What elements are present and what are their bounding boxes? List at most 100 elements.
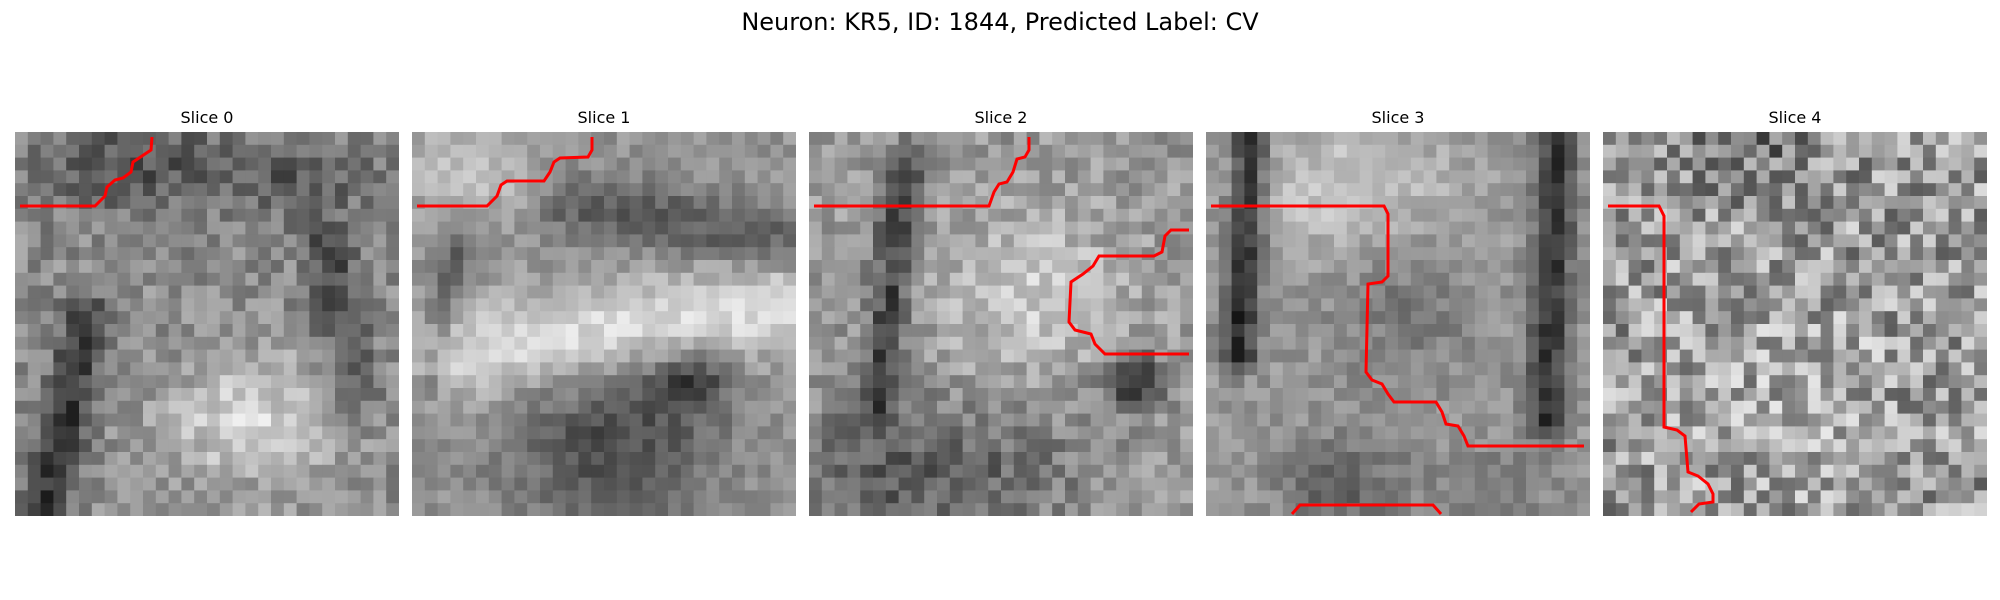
image-pixel	[540, 413, 554, 427]
image-pixel	[591, 426, 605, 440]
image-pixel	[1782, 196, 1796, 210]
image-pixel	[988, 324, 1002, 338]
image-pixel	[809, 503, 823, 516]
image-pixel	[66, 183, 80, 197]
image-pixel	[1321, 477, 1335, 491]
image-pixel	[1526, 503, 1540, 516]
image-pixel	[1897, 298, 1911, 312]
image-pixel	[911, 413, 925, 427]
image-pixel	[1769, 208, 1783, 222]
image-pixel	[527, 503, 541, 516]
image-pixel	[1884, 196, 1898, 210]
image-pixel	[1731, 208, 1745, 222]
image-pixel	[53, 247, 67, 261]
image-pixel	[1731, 490, 1745, 504]
image-pixel	[1859, 375, 1873, 389]
image-pixel	[680, 272, 694, 286]
image-pixel	[757, 234, 771, 248]
image-pixel	[1462, 388, 1476, 402]
image-pixel	[412, 413, 426, 427]
image-pixel	[245, 272, 259, 286]
image-pixel	[53, 426, 67, 440]
image-pixel	[1513, 426, 1527, 440]
image-pixel	[219, 183, 233, 197]
image-pixel	[732, 272, 746, 286]
image-pixel	[1910, 349, 1924, 363]
image-pixel	[706, 426, 720, 440]
image-pixel	[437, 336, 451, 350]
image-pixel	[809, 221, 823, 235]
image-pixel	[40, 132, 54, 146]
image-pixel	[1410, 221, 1424, 235]
image-pixel	[322, 311, 336, 325]
image-pixel	[629, 183, 643, 197]
image-pixel	[296, 196, 310, 210]
image-pixel	[1462, 464, 1476, 478]
image-pixel	[1769, 260, 1783, 274]
image-pixel	[373, 413, 387, 427]
image-pixel	[1436, 349, 1450, 363]
image-pixel	[1935, 311, 1949, 325]
image-pixel	[1692, 247, 1706, 261]
image-pixel	[1077, 336, 1091, 350]
image-pixel	[1935, 144, 1949, 158]
image-pixel	[1884, 221, 1898, 235]
image-pixel	[1782, 298, 1796, 312]
image-pixel	[219, 285, 233, 299]
image-pixel	[1231, 208, 1245, 222]
image-pixel	[1615, 298, 1629, 312]
image-pixel	[27, 426, 41, 440]
image-pixel	[1833, 208, 1847, 222]
image-pixel	[1039, 183, 1053, 197]
image-pixel	[949, 349, 963, 363]
image-pixel	[719, 503, 733, 516]
image-pixel	[540, 490, 554, 504]
image-pixel	[66, 208, 80, 222]
image-pixel	[1807, 208, 1821, 222]
image-pixel	[488, 388, 502, 402]
image-pixel	[552, 132, 566, 146]
image-pixel	[911, 362, 925, 376]
image-pixel	[552, 260, 566, 274]
image-pixel	[296, 285, 310, 299]
image-pixel	[1731, 413, 1745, 427]
image-pixel	[1167, 183, 1181, 197]
image-pixel	[885, 285, 899, 299]
image-pixel	[1398, 260, 1412, 274]
image-pixel	[719, 298, 733, 312]
image-pixel	[847, 490, 861, 504]
image-pixel	[949, 503, 963, 516]
image-pixel	[937, 247, 951, 261]
image-pixel	[860, 298, 874, 312]
image-pixel	[296, 503, 310, 516]
image-pixel	[488, 464, 502, 478]
image-pixel	[1218, 388, 1232, 402]
image-pixel	[1372, 477, 1386, 491]
image-pixel	[283, 132, 297, 146]
image-pixel	[1334, 170, 1348, 184]
image-pixel	[642, 298, 656, 312]
image-pixel	[1871, 400, 1885, 414]
image-pixel	[1013, 464, 1027, 478]
image-pixel	[1372, 157, 1386, 171]
image-pixel	[1090, 452, 1104, 466]
image-pixel	[1526, 170, 1540, 184]
image-pixel	[924, 336, 938, 350]
image-pixel	[1090, 285, 1104, 299]
image-pixel	[91, 477, 105, 491]
image-pixel	[1141, 247, 1155, 261]
image-pixel	[1218, 349, 1232, 363]
image-pixel	[924, 324, 938, 338]
image-pixel	[1116, 247, 1130, 261]
image-pixel	[181, 144, 195, 158]
image-pixel	[1385, 426, 1399, 440]
image-pixel	[783, 144, 796, 158]
image-pixel	[744, 311, 758, 325]
image-pixel	[1423, 221, 1437, 235]
image-pixel	[1923, 464, 1937, 478]
image-pixel	[104, 272, 118, 286]
image-pixel	[1308, 349, 1322, 363]
image-pixel	[207, 413, 221, 427]
image-pixel	[1282, 144, 1296, 158]
image-pixel	[1551, 144, 1565, 158]
